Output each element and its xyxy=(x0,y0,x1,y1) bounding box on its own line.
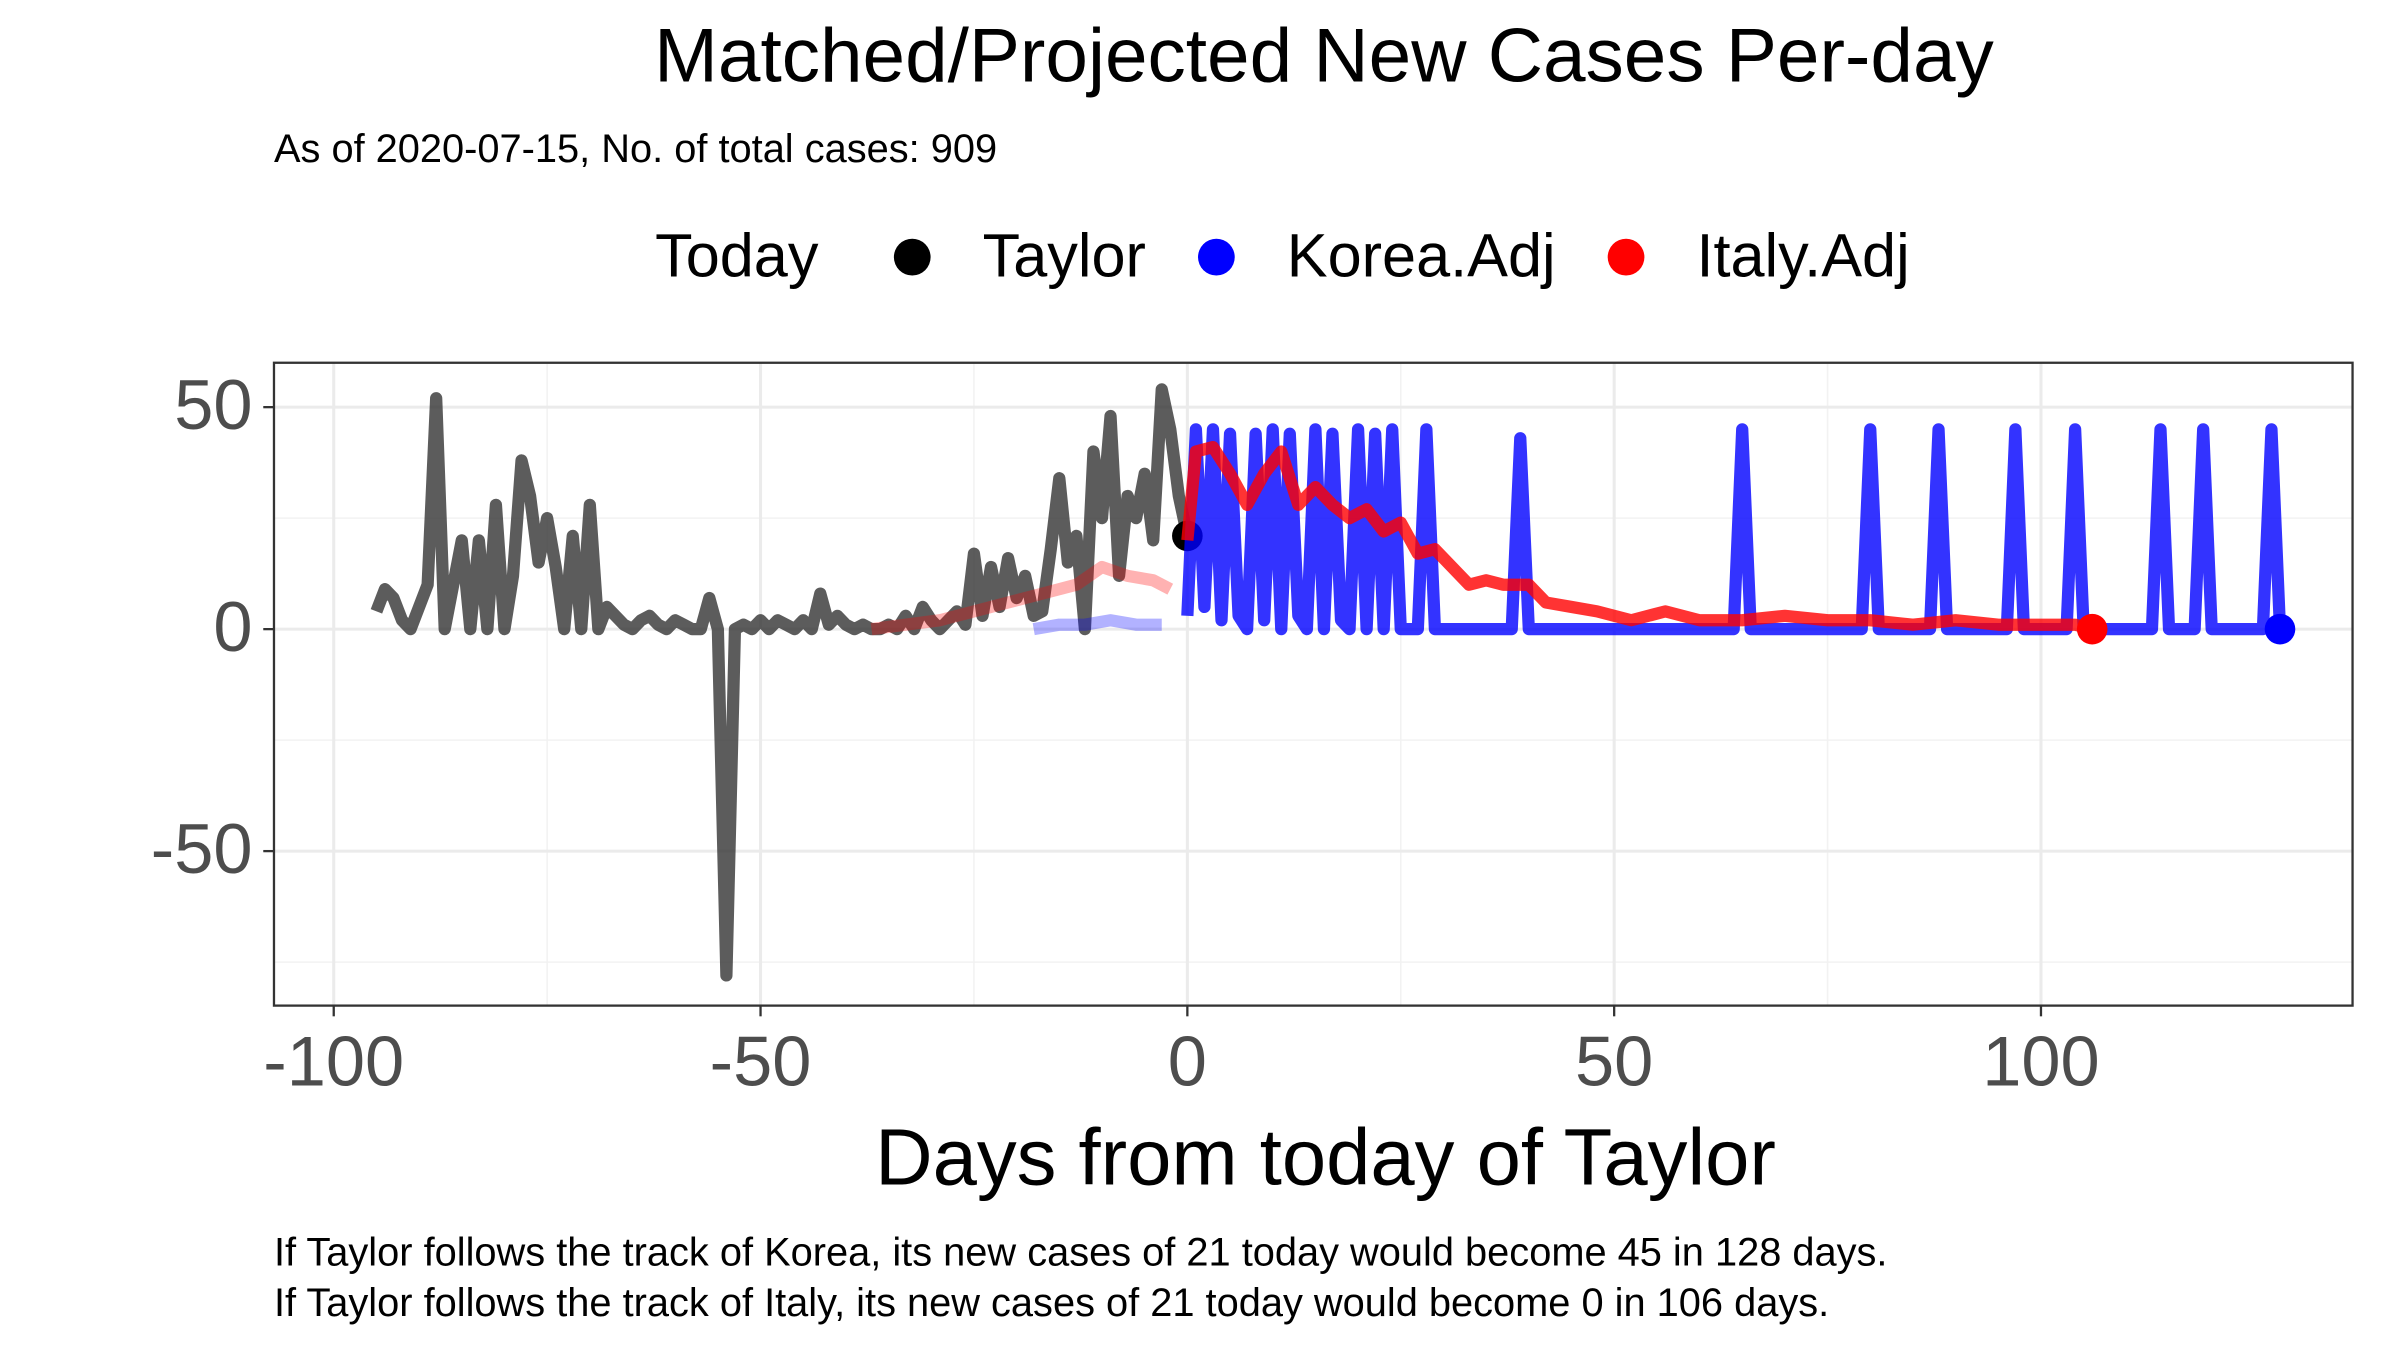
legend-label: Taylor xyxy=(983,221,1146,289)
series-line xyxy=(1181,423,2287,636)
series-line xyxy=(370,383,1194,982)
caption: If Taylor follows the track of Italy, it… xyxy=(274,1281,1829,1325)
x-tick-label: -100 xyxy=(263,1021,404,1100)
legend-swatch xyxy=(893,238,931,276)
caption: If Taylor follows the track of Korea, it… xyxy=(274,1231,1888,1275)
y-tick-label: 50 xyxy=(174,365,252,444)
x-tick-label: -50 xyxy=(710,1021,812,1100)
x-tick-label: 0 xyxy=(1168,1021,1207,1100)
legend-label: Korea.Adj xyxy=(1287,221,1556,289)
y-tick-label: -50 xyxy=(151,809,253,888)
y-tick-label: 0 xyxy=(213,587,252,666)
series-line xyxy=(1181,440,2094,636)
end-point xyxy=(2076,613,2108,645)
series-line xyxy=(870,560,1174,636)
end-point xyxy=(2264,613,2296,645)
chart-subtitle: As of 2020-07-15, No. of total cases: 90… xyxy=(274,127,997,171)
legend-title: Today xyxy=(655,221,819,289)
x-axis-title: Days from today of Taylor xyxy=(875,1112,1776,1201)
legend-swatch xyxy=(1607,238,1645,276)
legend-label: Italy.Adj xyxy=(1696,221,1909,289)
legend-swatch xyxy=(1198,238,1235,276)
series-line xyxy=(1032,614,1162,636)
x-tick-label: 50 xyxy=(1575,1021,1653,1100)
chart-title: Matched/Projected New Cases Per-day xyxy=(654,13,1994,98)
x-tick-label: 100 xyxy=(1982,1021,2099,1100)
plot-border xyxy=(272,361,2354,1007)
